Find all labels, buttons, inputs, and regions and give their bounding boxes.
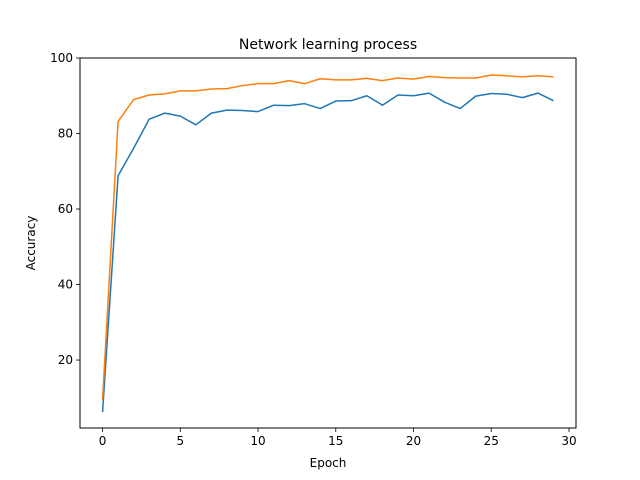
- y-tick-label: 80: [58, 127, 73, 141]
- y-tick-label: 40: [58, 278, 73, 292]
- series-line-1: [101, 92, 554, 413]
- x-tick-label: 15: [328, 434, 343, 448]
- x-tick-label: 10: [250, 434, 265, 448]
- y-tick-label: 60: [58, 202, 73, 216]
- plot-area: [101, 74, 554, 413]
- y-tick-label: 100: [50, 51, 73, 65]
- x-axis-label: Epoch: [310, 456, 347, 470]
- x-tick-label: 30: [561, 434, 576, 448]
- series-line-2: [101, 74, 554, 400]
- x-tick-label: 20: [406, 434, 421, 448]
- x-tick-label: 25: [484, 434, 499, 448]
- y-tick-label: 20: [58, 353, 73, 367]
- plot-frame: [79, 57, 577, 429]
- y-axis-label: Accuracy: [24, 216, 38, 271]
- chart-title: Network learning process: [239, 37, 417, 53]
- x-tick-label: 0: [99, 434, 107, 448]
- x-tick-label: 5: [176, 434, 184, 448]
